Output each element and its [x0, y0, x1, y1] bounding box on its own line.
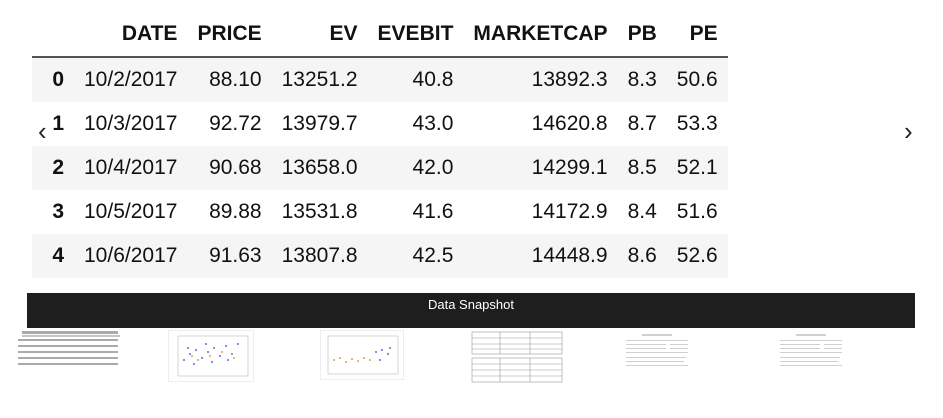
cell-date: 10/2/2017 [84, 68, 178, 91]
cell-pb: 8.6 [627, 244, 657, 267]
cell-pb: 8.5 [627, 156, 657, 179]
cell-marketcap: 14172.9 [531, 200, 608, 223]
cell-ev: 13979.7 [281, 112, 358, 135]
row-index: 3 [52, 200, 64, 223]
row-index: 1 [52, 112, 64, 135]
cell-marketcap: 13892.3 [531, 68, 608, 91]
cell-pe: 50.6 [676, 68, 718, 91]
col-header-price: PRICE [187, 14, 272, 58]
cell-pe: 52.1 [676, 156, 718, 179]
cell-pe: 53.3 [676, 112, 718, 135]
cell-date: 10/4/2017 [84, 156, 178, 179]
col-header-index [32, 14, 74, 58]
cell-date: 10/6/2017 [84, 244, 178, 267]
cell-evebit: 41.6 [412, 200, 454, 223]
carousel-next-button[interactable]: › [904, 116, 913, 146]
cell-price: 92.72 [209, 112, 262, 135]
cell-price: 90.68 [209, 156, 262, 179]
col-header-marketcap: MARKETCAP [463, 14, 618, 58]
col-header-evebit: EVEBIT [367, 14, 464, 58]
row-index: 2 [52, 156, 64, 179]
cell-price: 91.63 [209, 244, 262, 267]
cell-marketcap: 14299.1 [531, 156, 608, 179]
table-row: 0 10/2/2017 88.10 13251.2 40.8 13892.3 8… [32, 57, 728, 102]
table-row: 1 10/3/2017 92.72 13979.7 43.0 14620.8 8… [32, 102, 728, 146]
data-table-container: DATE PRICE EV EVEBIT MARKETCAP PB PE 0 1… [32, 14, 728, 278]
cell-pe: 51.6 [676, 200, 718, 223]
col-header-pb: PB [617, 14, 667, 58]
row-index: 4 [52, 244, 64, 267]
cell-ev: 13658.0 [281, 156, 358, 179]
cell-price: 88.10 [209, 68, 262, 91]
thumbnail-scatter-plot[interactable] [168, 330, 254, 386]
table-row: 2 10/4/2017 90.68 13658.0 42.0 14299.1 8… [32, 146, 728, 190]
thumbnail-scatter-plot-2[interactable] [320, 330, 404, 386]
cell-evebit: 42.0 [412, 156, 454, 179]
cell-evebit: 43.0 [412, 112, 454, 135]
cell-pb: 8.7 [627, 112, 657, 135]
cell-ev: 13251.2 [281, 68, 358, 91]
cell-ev: 13807.8 [281, 244, 358, 267]
cell-evebit: 42.5 [412, 244, 454, 267]
cell-marketcap: 14448.9 [531, 244, 608, 267]
cell-pe: 52.6 [676, 244, 718, 267]
cell-date: 10/3/2017 [84, 112, 178, 135]
cell-marketcap: 14620.8 [531, 112, 608, 135]
table-row: 4 10/6/2017 91.63 13807.8 42.5 14448.9 8… [32, 234, 728, 278]
thumbnail-strip [0, 330, 943, 390]
carousel-prev-button[interactable]: ‹ [38, 116, 47, 146]
cell-price: 89.88 [209, 200, 262, 223]
col-header-date: DATE [74, 14, 188, 58]
col-header-ev: EV [271, 14, 368, 58]
thumbnail-document[interactable] [622, 330, 692, 386]
col-header-pe: PE [666, 14, 728, 58]
cell-pb: 8.4 [627, 200, 657, 223]
data-table: DATE PRICE EV EVEBIT MARKETCAP PB PE 0 1… [32, 14, 728, 278]
cell-ev: 13531.8 [281, 200, 358, 223]
thumbnail-document-2[interactable] [776, 330, 846, 386]
table-header-row: DATE PRICE EV EVEBIT MARKETCAP PB PE [32, 14, 728, 58]
thumbnail-stats-table[interactable] [470, 330, 564, 386]
table-row: 3 10/5/2017 89.88 13531.8 41.6 14172.9 8… [32, 190, 728, 234]
cell-date: 10/5/2017 [84, 200, 178, 223]
row-index: 0 [52, 68, 64, 91]
cell-pb: 8.3 [627, 68, 657, 91]
cell-evebit: 40.8 [412, 68, 454, 91]
carousel-caption-bar: Data Snapshot [27, 293, 915, 328]
carousel-caption: Data Snapshot [427, 297, 514, 312]
thumbnail-table[interactable] [16, 330, 126, 386]
